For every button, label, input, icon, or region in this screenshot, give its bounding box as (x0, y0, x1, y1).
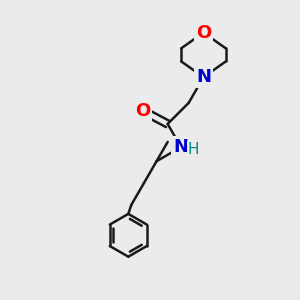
Text: N: N (196, 68, 211, 86)
Text: O: O (196, 24, 211, 42)
Text: N: N (173, 138, 188, 156)
Text: H: H (188, 142, 199, 157)
Text: O: O (135, 102, 150, 120)
